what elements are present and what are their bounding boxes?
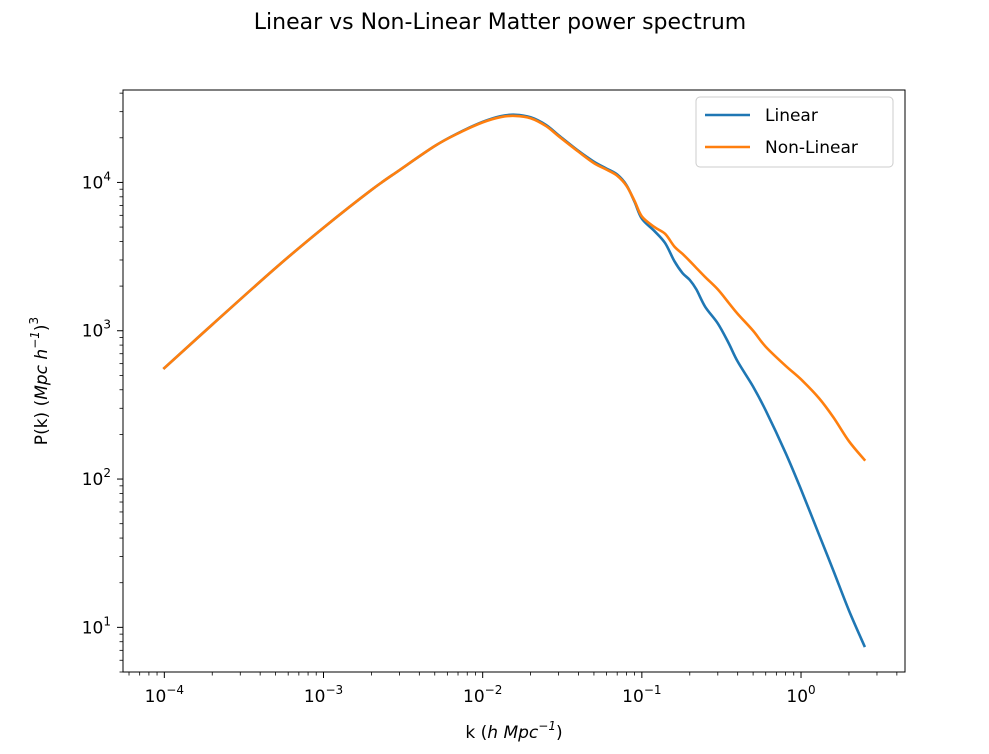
- x-axis-tick-labels: 10−4 10−3 10−2 10−1 100: [145, 683, 816, 707]
- y-axis-label: P(k) (Mpc h−1)3: [27, 317, 52, 445]
- x-tick-label: 10−2: [463, 683, 502, 707]
- legend: Linear Non-Linear: [695, 96, 894, 168]
- y-axis-tick-labels: 101 102 103 104: [82, 169, 111, 638]
- series-layer: [162, 113, 867, 648]
- y-tick-label: 102: [82, 466, 111, 490]
- chart-title: Linear vs Non-Linear Matter power spectr…: [254, 10, 746, 35]
- legend-label-linear: Linear: [765, 106, 818, 126]
- y-tick-label: 101: [82, 614, 111, 638]
- series-line-non-linear: [162, 114, 867, 462]
- y-tick-label: 104: [82, 169, 111, 193]
- y-tick-label: 103: [82, 318, 111, 342]
- plot-frame: [122, 89, 906, 673]
- x-tick-label: 10−3: [304, 683, 343, 707]
- x-axis-label: k (h Mpc−1): [465, 719, 562, 743]
- x-tick-label: 10−4: [145, 683, 184, 707]
- x-tick-label: 100: [786, 683, 815, 707]
- plot-area: [123, 90, 905, 672]
- x-tick-label: 10−1: [622, 683, 661, 707]
- legend-label-non-linear: Non-Linear: [765, 138, 858, 158]
- x-axis-ticks: [128, 672, 898, 678]
- y-axis-ticks: [117, 92, 123, 673]
